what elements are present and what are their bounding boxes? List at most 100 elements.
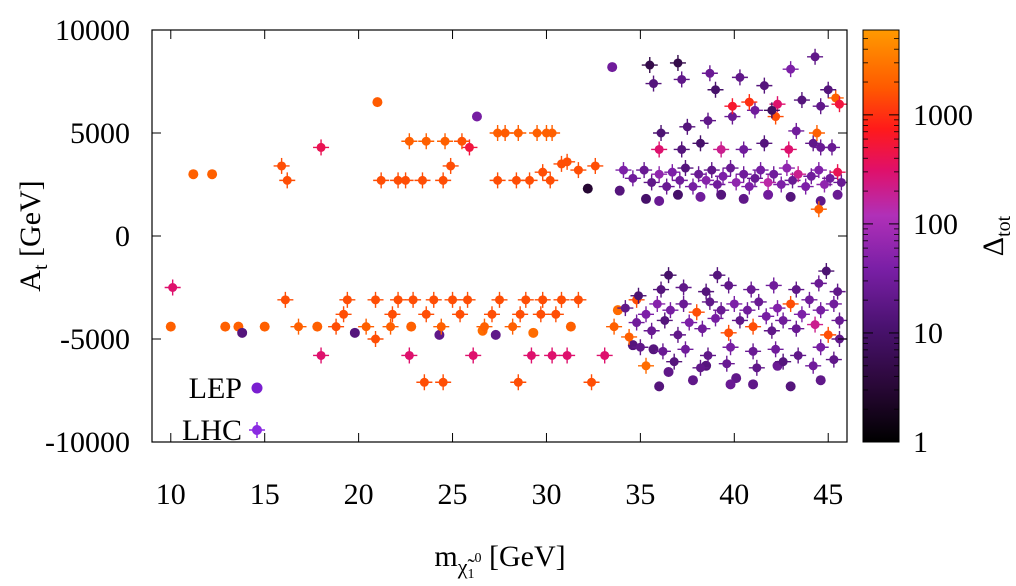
y-axis: -10000 -5000 0 5000 10000 — [45, 14, 847, 459]
data-point-lhc — [666, 353, 683, 370]
data-point-lhc — [534, 291, 551, 308]
data-point-lhc — [669, 54, 686, 71]
data-point-lhc — [810, 162, 827, 179]
data-point-lhc — [741, 94, 758, 111]
data-point-lhc — [489, 172, 506, 189]
data-point-lep — [763, 189, 774, 200]
data-point-lhc — [164, 279, 181, 296]
data-point-lep — [312, 321, 323, 332]
data-point-lhc — [758, 308, 775, 325]
data-point-lhc — [812, 139, 829, 156]
data-point-lhc — [700, 347, 716, 364]
data-point-lep — [648, 344, 659, 355]
data-point-lhc — [829, 283, 846, 300]
data-point-lhc — [713, 141, 730, 158]
data-point-lhc — [690, 166, 707, 183]
svg-text:At [GeV]: At [GeV] — [14, 180, 52, 291]
data-point-lhc — [698, 283, 715, 300]
data-point-lhc — [816, 176, 833, 193]
y-tick-label: 5000 — [70, 117, 130, 150]
data-point-lhc — [812, 98, 829, 115]
data-point-lhc — [793, 306, 810, 323]
data-point-lhc — [517, 291, 534, 308]
series-lep — [165, 62, 843, 392]
data-point-lhc — [803, 168, 820, 185]
data-point-lhc — [638, 306, 655, 323]
data-point-lhc — [664, 164, 681, 181]
data-point-lhc — [523, 347, 540, 364]
legend: LEP LHC — [182, 372, 265, 447]
data-point-lhc — [508, 172, 525, 189]
data-point-lhc — [788, 122, 805, 139]
x-tick-label: 25 — [438, 478, 468, 511]
colorbar-tick-label: 10 — [913, 317, 943, 350]
data-point-lhc — [653, 281, 670, 298]
x-axis-superscript: 0 — [474, 551, 481, 566]
data-point-lhc — [760, 174, 777, 191]
data-point-lep — [785, 381, 796, 392]
data-point-lhc — [653, 125, 670, 141]
data-point-lhc — [416, 374, 433, 391]
data-point-lhc — [808, 125, 825, 141]
data-point-lep — [832, 189, 843, 200]
colorbar-symbol: Δ — [977, 237, 1010, 256]
data-point-lhc — [707, 310, 724, 327]
data-point-lhc — [384, 306, 401, 323]
data-point-lep — [654, 195, 665, 206]
data-point-lhc — [559, 347, 576, 364]
data-point-lep — [434, 329, 445, 340]
data-point-lhc — [677, 160, 694, 177]
data-point-lhc — [669, 326, 686, 343]
data-point-lhc — [724, 98, 741, 115]
data-point-lhc — [731, 312, 748, 329]
colorbar-gradient — [862, 29, 900, 443]
data-point-lhc — [290, 318, 307, 335]
data-point-lhc — [641, 57, 658, 74]
plot-frame — [151, 29, 848, 443]
data-point-lhc — [621, 328, 638, 345]
data-point-lep — [663, 366, 674, 377]
legend-label-lhc: LHC — [182, 414, 242, 447]
data-point-lhc — [437, 133, 454, 150]
data-point-lhc — [700, 112, 716, 129]
data-point-lhc — [679, 118, 696, 135]
data-point-lhc — [273, 157, 290, 174]
data-point-lhc — [461, 139, 478, 156]
data-point-lhc — [529, 125, 546, 141]
data-point-lhc — [606, 318, 623, 335]
data-point-lep — [725, 379, 736, 390]
data-point-lhc — [820, 81, 837, 98]
x-axis-symbol: m — [434, 540, 457, 573]
data-point-lhc — [790, 166, 807, 183]
data-point-lhc — [277, 291, 294, 308]
data-point-lhc — [780, 141, 797, 158]
data-point-lhc — [767, 341, 784, 358]
data-point-lhc — [741, 178, 758, 195]
svg-text:Δtot: Δtot — [977, 215, 1015, 256]
data-point-lhc — [425, 291, 442, 308]
data-point-lep — [406, 321, 417, 332]
data-point-lhc — [831, 312, 847, 329]
data-point-lhc — [681, 314, 698, 331]
data-point-lhc — [651, 166, 668, 183]
data-point-lhc — [418, 133, 435, 150]
data-point-lhc — [715, 168, 732, 185]
data-point-lhc — [831, 96, 847, 113]
data-point-lhc — [775, 312, 792, 329]
data-point-lep — [207, 169, 218, 180]
data-point-lhc — [630, 287, 647, 304]
data-point-lhc — [433, 318, 450, 335]
data-point-lhc — [367, 291, 384, 308]
data-point-lhc — [825, 351, 842, 368]
data-point-lep — [582, 183, 593, 194]
data-point-lhc — [435, 172, 452, 189]
data-point-lhc — [788, 320, 805, 337]
data-point-lep — [738, 193, 749, 204]
data-point-lhc — [656, 312, 673, 329]
data-point-lhc — [643, 322, 660, 339]
data-point-lep — [237, 327, 248, 338]
data-point-lep — [565, 321, 576, 332]
data-point-lhc — [722, 160, 739, 177]
data-point-lhc — [649, 295, 666, 312]
